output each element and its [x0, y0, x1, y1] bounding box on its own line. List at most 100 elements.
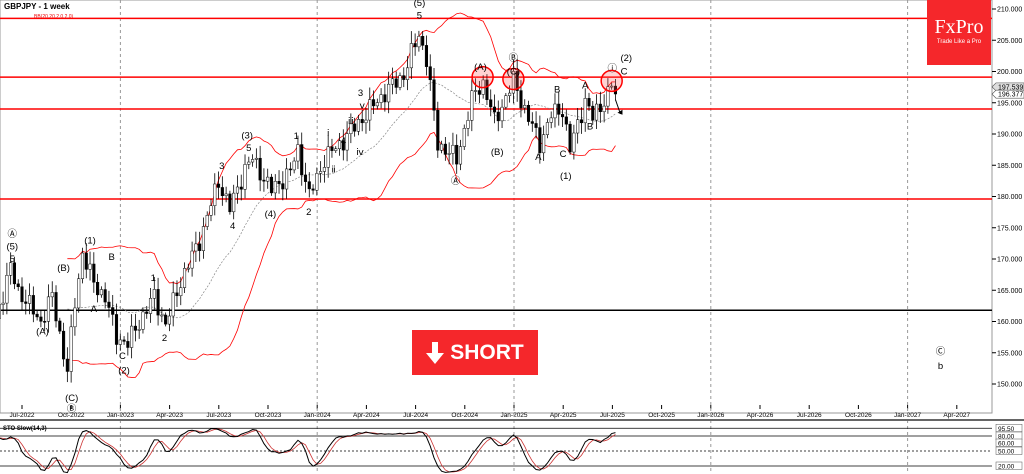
candle — [54, 292, 58, 322]
candle — [549, 117, 553, 123]
y-tick-label: 165.000 — [997, 288, 1022, 295]
candle — [326, 146, 330, 168]
candle — [371, 99, 376, 107]
candle — [24, 301, 28, 304]
stochastic-d-line — [0, 428, 616, 473]
candle — [160, 314, 164, 317]
candle — [390, 78, 394, 85]
candle — [167, 315, 171, 325]
candle — [303, 174, 308, 182]
candle — [5, 275, 9, 304]
candle — [417, 36, 421, 48]
candle — [288, 168, 292, 171]
candle — [368, 99, 372, 121]
fxpro-logo: FxPro Trade Like a Pro — [927, 0, 991, 65]
candle — [20, 286, 24, 303]
candle — [572, 132, 576, 153]
candle — [269, 176, 274, 194]
candle — [307, 181, 311, 190]
wave-label: B — [108, 252, 114, 263]
candle — [337, 140, 342, 149]
candle — [254, 157, 258, 160]
wave-label: 2 — [306, 207, 311, 218]
candle — [379, 94, 383, 103]
oscillator-level-label: 95.50 — [998, 426, 1015, 433]
candle — [443, 143, 447, 155]
candle — [156, 289, 160, 316]
candle — [587, 98, 591, 107]
x-tick-label: Jul-2022 — [10, 412, 35, 419]
candle — [148, 298, 153, 314]
candle — [28, 295, 32, 304]
oscillator-title: STO Slow(14,3) — [3, 426, 47, 432]
candle — [9, 262, 13, 276]
candle — [451, 144, 455, 154]
wave-label: (5) — [414, 0, 426, 9]
candle — [440, 143, 444, 151]
candle — [190, 250, 194, 269]
wave-label: Ⓐ — [451, 176, 461, 187]
candle — [171, 292, 175, 317]
candle — [458, 146, 463, 165]
resistance-circle — [600, 69, 623, 93]
x-tick-label: Jul-2026 — [797, 412, 822, 419]
candle — [557, 103, 561, 115]
x-tick-label: Oct-2026 — [845, 412, 872, 419]
candle — [133, 325, 137, 331]
candle — [485, 79, 489, 100]
candle — [402, 75, 406, 80]
y-tick-label: 150.000 — [997, 382, 1022, 389]
wave-label: A — [91, 304, 98, 315]
candle — [545, 122, 549, 135]
candle — [489, 99, 493, 108]
wave-label: 3 — [358, 88, 363, 99]
candle — [179, 287, 183, 297]
wave-label: (B) — [57, 263, 70, 274]
short-signal-badge: SHORT — [412, 330, 538, 375]
candle — [258, 157, 262, 181]
candle — [152, 289, 156, 299]
candle — [122, 339, 126, 342]
candle — [424, 45, 429, 67]
candle — [598, 103, 602, 113]
candle — [606, 86, 610, 107]
candle — [273, 180, 277, 194]
oscillator-level-label: 50.00 — [998, 449, 1015, 456]
candle — [394, 78, 398, 88]
resistance-circle — [502, 67, 525, 91]
wave-label: (A) — [36, 327, 49, 338]
candle — [92, 263, 96, 283]
price-tag-last-box — [991, 89, 1024, 99]
candle — [375, 102, 379, 107]
y-tick-label: 185.000 — [997, 163, 1022, 170]
stochastic-k-line — [0, 428, 616, 474]
signal-label: SHORT — [450, 340, 524, 364]
wave-label: 1 — [294, 131, 299, 142]
candle — [1, 302, 5, 305]
wave-label: (1) — [560, 171, 572, 182]
candle — [553, 103, 557, 119]
wave-label: ⅳ — [356, 147, 364, 158]
x-tick-label: Apr-2026 — [747, 412, 774, 419]
candle — [194, 243, 198, 252]
candle — [409, 43, 413, 69]
candle — [579, 119, 583, 124]
wave-label: b — [938, 361, 943, 372]
wave-label: C — [621, 67, 628, 78]
wave-label: (A) — [474, 62, 487, 73]
x-tick-label: Oct-2022 — [58, 412, 85, 419]
arrow-down-icon — [426, 341, 445, 364]
price-tag-bid: 197.539 — [998, 84, 1023, 91]
candle — [201, 226, 205, 251]
resistance-circle — [471, 65, 494, 89]
candle — [243, 164, 247, 190]
candle — [126, 341, 130, 348]
candle — [583, 98, 587, 124]
oscillator-level-label: 60.00 — [998, 441, 1015, 448]
candle — [73, 307, 77, 328]
y-tick-label: 200.000 — [997, 69, 1022, 76]
candle — [334, 148, 338, 151]
candle — [474, 90, 478, 92]
candle — [77, 278, 81, 309]
oscillator-level-box — [995, 461, 1023, 470]
